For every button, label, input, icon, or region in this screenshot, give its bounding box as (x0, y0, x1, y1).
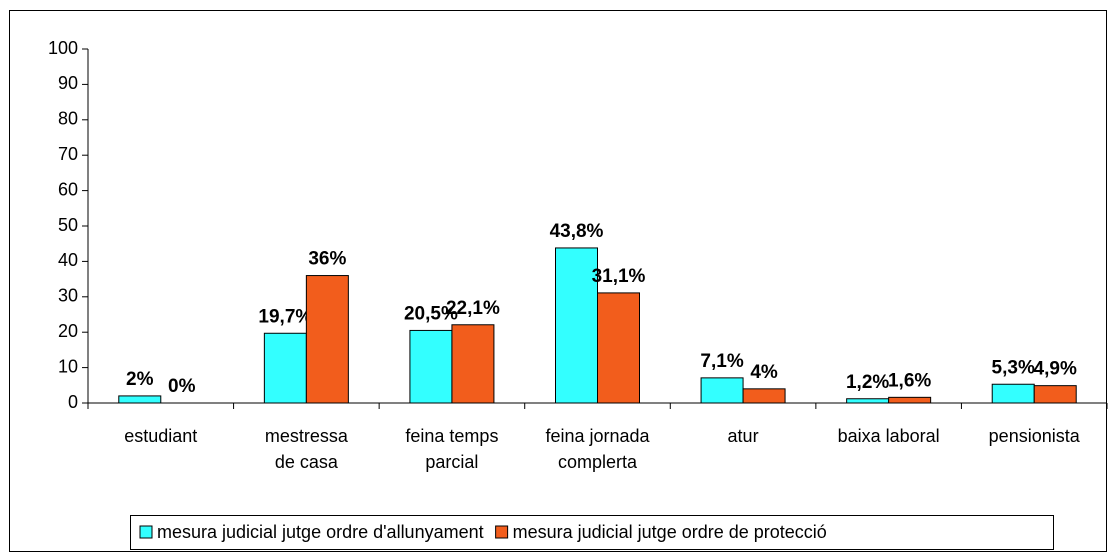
y-tick-label: 10 (58, 356, 78, 376)
bar (991, 383, 1035, 404)
y-tick-label: 30 (58, 286, 78, 306)
bar (1033, 385, 1077, 404)
value-label: 2% (126, 369, 154, 390)
bar (305, 275, 349, 404)
bar (597, 292, 640, 404)
y-tick-label: 50 (58, 215, 78, 235)
value-label: 4% (750, 362, 778, 383)
legend-swatch (495, 525, 509, 539)
value-label: 22,1% (446, 298, 500, 319)
y-tick-label: 60 (58, 179, 78, 199)
x-tick-label: estudiant (124, 426, 197, 446)
value-label: 19,7% (258, 306, 312, 327)
legend-swatch (139, 525, 153, 539)
bar (700, 377, 744, 404)
bar (742, 388, 786, 404)
x-tick-label: atur (728, 426, 759, 446)
value-label: 1,6% (888, 370, 931, 391)
value-label: 7,1% (700, 351, 743, 372)
value-label: 20,5% (404, 303, 458, 324)
x-tick-label: feina jornada complerta (545, 426, 650, 472)
value-label: 1,2% (846, 372, 889, 393)
legend-label: mesura judicial jutge ordre d'allunyamen… (157, 522, 484, 542)
x-tick-label: baixa laboral (838, 426, 940, 446)
y-tick-label: 20 (58, 321, 78, 341)
value-label: 43,8% (550, 221, 604, 242)
bar (118, 395, 162, 404)
value-label: 31,1% (592, 266, 646, 287)
y-tick-label: 70 (58, 144, 78, 164)
x-tick-label: mestressa de casa (265, 426, 349, 472)
y-tick-label: 100 (48, 38, 78, 58)
legend-box (130, 515, 1054, 550)
bar (888, 396, 932, 404)
legend-label: mesura judicial jutge ordre de protecció (513, 522, 827, 542)
y-tick-label: 90 (58, 73, 78, 93)
value-label: 36% (308, 249, 346, 270)
value-label: 4,9% (1034, 359, 1077, 380)
x-tick-label: feina temps parcial (405, 426, 498, 472)
y-tick-label: 80 (58, 109, 78, 129)
bar (846, 398, 890, 404)
bar (263, 332, 307, 404)
value-label: 0% (168, 376, 196, 397)
y-tick-label: 40 (58, 250, 78, 270)
x-tick-label: pensionista (989, 426, 1081, 446)
bar (555, 247, 598, 404)
value-label: 5,3% (992, 357, 1035, 378)
bar (409, 329, 453, 404)
bar (451, 324, 495, 404)
y-tick-label: 0 (68, 392, 78, 412)
